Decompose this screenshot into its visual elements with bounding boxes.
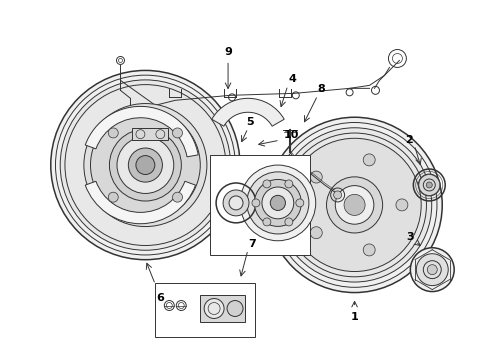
Circle shape — [344, 194, 365, 215]
Circle shape — [270, 195, 285, 211]
Circle shape — [108, 128, 118, 138]
Circle shape — [251, 199, 259, 207]
Bar — [210, 155, 309, 255]
Bar — [132, 128, 168, 140]
Circle shape — [266, 117, 441, 293]
Circle shape — [246, 172, 308, 234]
Text: 2: 2 — [405, 135, 412, 145]
Circle shape — [84, 104, 206, 226]
Circle shape — [117, 137, 173, 193]
Circle shape — [108, 192, 118, 202]
Circle shape — [417, 174, 439, 196]
Circle shape — [228, 196, 243, 210]
Text: 4: 4 — [288, 75, 296, 84]
Circle shape — [333, 191, 341, 199]
Circle shape — [295, 199, 303, 207]
Bar — [155, 283, 254, 337]
Circle shape — [285, 180, 292, 188]
Wedge shape — [85, 181, 195, 224]
Circle shape — [310, 171, 322, 183]
Text: 1: 1 — [350, 312, 358, 323]
Circle shape — [363, 244, 374, 256]
Circle shape — [172, 128, 182, 138]
Text: 7: 7 — [247, 239, 255, 249]
Text: 10: 10 — [284, 130, 299, 140]
Circle shape — [262, 187, 293, 219]
Circle shape — [128, 148, 162, 182]
Bar — [200, 294, 244, 323]
Circle shape — [51, 71, 240, 260]
Text: 6: 6 — [156, 293, 164, 302]
Circle shape — [226, 301, 243, 316]
Circle shape — [203, 298, 224, 319]
Circle shape — [263, 180, 270, 188]
Circle shape — [263, 218, 270, 226]
Circle shape — [172, 192, 182, 202]
Circle shape — [395, 199, 407, 211]
Circle shape — [409, 248, 453, 292]
Circle shape — [223, 190, 248, 216]
Circle shape — [240, 165, 315, 241]
Text: 5: 5 — [245, 117, 253, 127]
Circle shape — [427, 265, 436, 275]
Text: 8: 8 — [317, 84, 325, 94]
Circle shape — [287, 138, 420, 271]
Circle shape — [285, 218, 292, 226]
Wedge shape — [211, 98, 284, 126]
Circle shape — [310, 227, 322, 239]
Circle shape — [277, 128, 431, 282]
Circle shape — [426, 182, 431, 188]
Circle shape — [136, 156, 155, 175]
Circle shape — [326, 177, 382, 233]
Text: 3: 3 — [406, 232, 413, 242]
Circle shape — [109, 129, 181, 201]
Circle shape — [335, 186, 373, 224]
Circle shape — [254, 179, 301, 226]
Circle shape — [415, 254, 447, 285]
Circle shape — [90, 110, 200, 220]
Wedge shape — [85, 107, 198, 157]
Circle shape — [60, 80, 230, 250]
Circle shape — [363, 154, 374, 166]
Text: 9: 9 — [224, 48, 231, 58]
